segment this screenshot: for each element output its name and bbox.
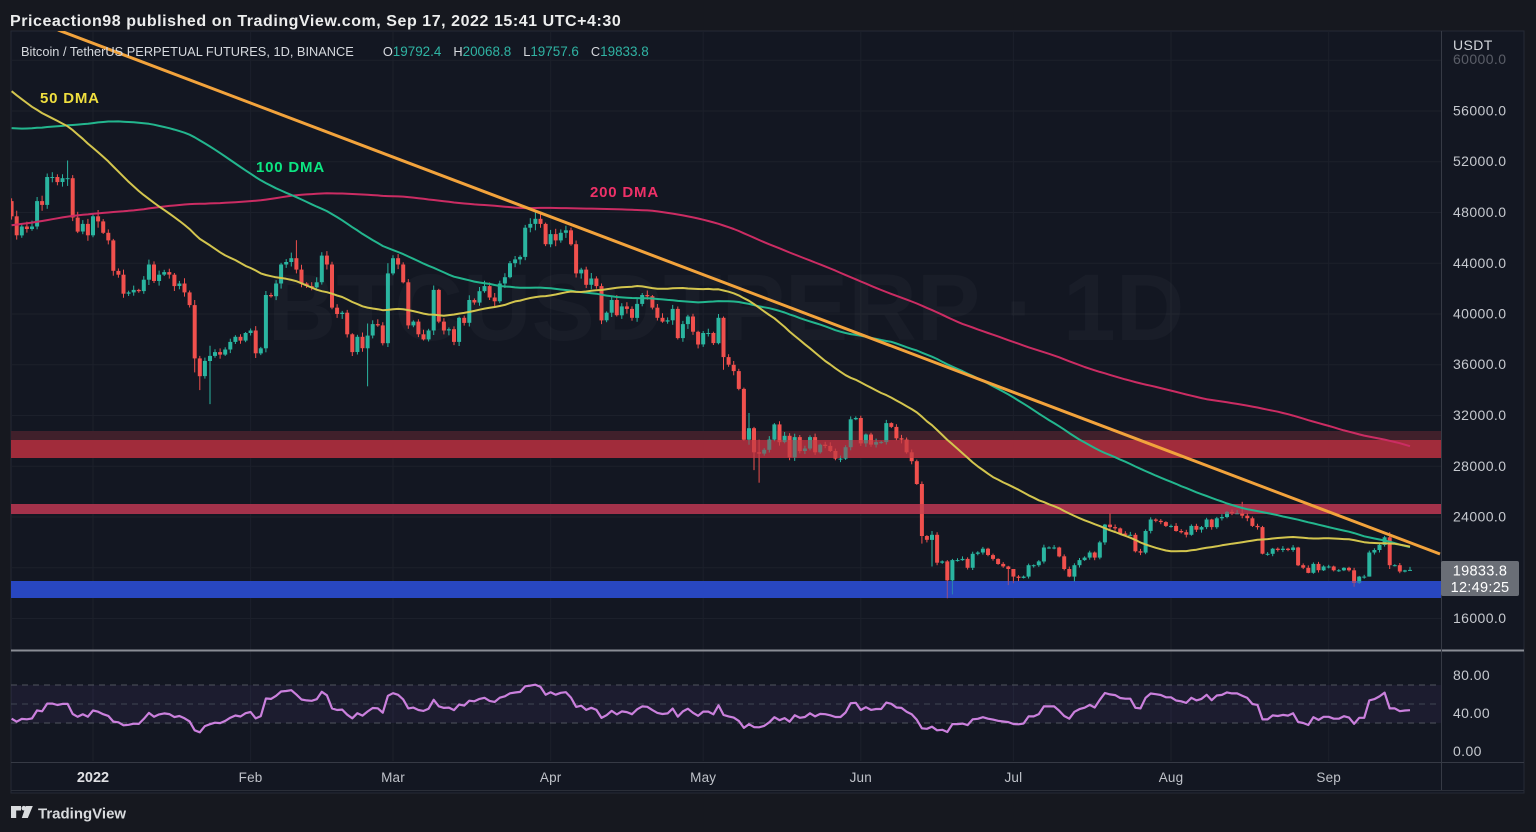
svg-text:TradingView: TradingView — [38, 806, 126, 823]
svg-text:Mar: Mar — [381, 770, 405, 785]
svg-text:Feb: Feb — [239, 770, 263, 785]
svg-text:50 DMA: 50 DMA — [40, 90, 100, 107]
svg-text:12:49:25: 12:49:25 — [1451, 580, 1510, 596]
svg-text:USDT: USDT — [1453, 37, 1493, 53]
svg-text:36000.0: 36000.0 — [1453, 356, 1506, 372]
svg-text:Jun: Jun — [850, 770, 872, 785]
svg-text:Aug: Aug — [1159, 770, 1184, 785]
svg-text:48000.0: 48000.0 — [1453, 204, 1506, 220]
svg-text:0.00: 0.00 — [1453, 743, 1482, 759]
svg-text:80.00: 80.00 — [1453, 667, 1490, 683]
svg-text:19833.8: 19833.8 — [1453, 564, 1508, 580]
svg-text:40.00: 40.00 — [1453, 705, 1490, 721]
svg-text:24000.0: 24000.0 — [1453, 509, 1506, 525]
svg-text:52000.0: 52000.0 — [1453, 153, 1506, 169]
svg-text:40000.0: 40000.0 — [1453, 306, 1506, 322]
svg-text:56000.0: 56000.0 — [1453, 103, 1506, 119]
svg-text:Priceaction98 published on Tra: Priceaction98 published on TradingView.c… — [10, 13, 621, 30]
svg-text:Apr: Apr — [540, 770, 562, 785]
svg-text:32000.0: 32000.0 — [1453, 407, 1506, 423]
svg-text:Bitcoin / TetherUS PERPETUAL F: Bitcoin / TetherUS PERPETUAL FUTURES, 1D… — [21, 44, 649, 59]
svg-text:100 DMA: 100 DMA — [256, 159, 325, 176]
svg-text:Jul: Jul — [1004, 770, 1022, 785]
svg-text:May: May — [690, 770, 716, 785]
svg-text:200 DMA: 200 DMA — [590, 184, 659, 201]
svg-text:44000.0: 44000.0 — [1453, 255, 1506, 271]
svg-text:28000.0: 28000.0 — [1453, 458, 1506, 474]
svg-text:Sep: Sep — [1316, 770, 1341, 785]
svg-text:60000.0: 60000.0 — [1453, 51, 1506, 67]
svg-text:16000.0: 16000.0 — [1453, 610, 1506, 626]
svg-text:2022: 2022 — [77, 770, 109, 786]
